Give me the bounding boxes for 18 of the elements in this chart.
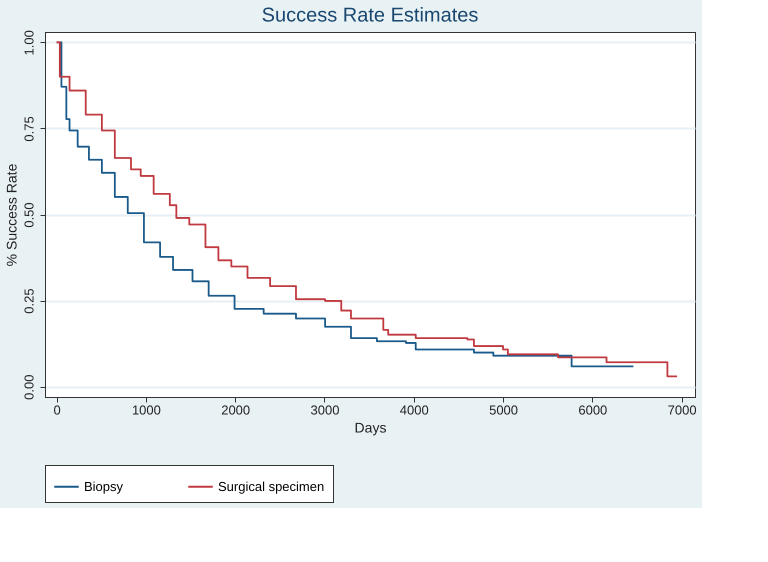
x-tick-label: 5000: [489, 402, 518, 418]
y-tick-label: 0.50: [22, 202, 36, 228]
x-tick-label: 6000: [578, 402, 608, 418]
x-tick-label: 2000: [221, 402, 250, 418]
legend-label: Biopsy: [84, 478, 124, 494]
y-axis-title: % Success Rate: [4, 163, 20, 266]
chart-title: Success Rate Estimates: [262, 4, 478, 27]
x-axis-title: Days: [354, 420, 386, 436]
y-tick-label: 0.75: [22, 116, 36, 142]
y-tick-label: 1.00: [22, 30, 36, 56]
x-tick-label: 4000: [400, 402, 429, 418]
x-tick-label: 0: [53, 402, 61, 418]
x-tick-label: 7000: [668, 402, 697, 418]
legend-label: Surgical specimen: [218, 478, 324, 494]
x-tick-label: 1000: [132, 402, 161, 418]
y-tick-label: 0.25: [22, 288, 36, 314]
y-tick-label: 0.00: [22, 374, 36, 400]
x-tick-label: 3000: [310, 402, 340, 418]
